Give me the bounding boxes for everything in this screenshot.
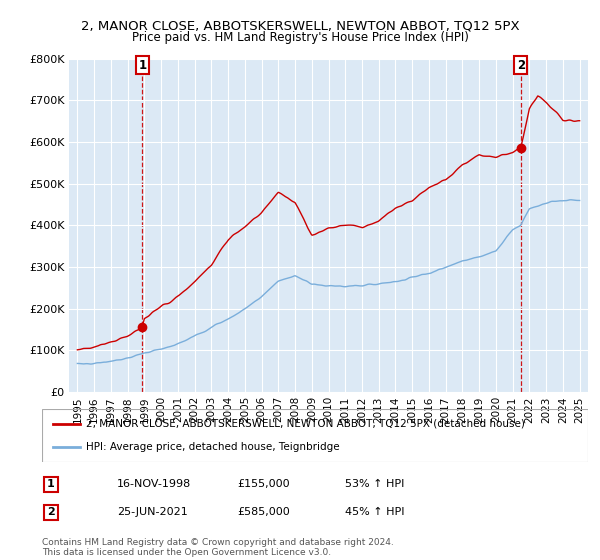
Text: 2: 2	[517, 59, 525, 72]
Text: 53% ↑ HPI: 53% ↑ HPI	[345, 479, 404, 489]
Text: 1: 1	[47, 479, 55, 489]
Text: Price paid vs. HM Land Registry's House Price Index (HPI): Price paid vs. HM Land Registry's House …	[131, 31, 469, 44]
Text: Contains HM Land Registry data © Crown copyright and database right 2024.
This d: Contains HM Land Registry data © Crown c…	[42, 538, 394, 557]
Text: 2, MANOR CLOSE, ABBOTSKERSWELL, NEWTON ABBOT, TQ12 5PX: 2, MANOR CLOSE, ABBOTSKERSWELL, NEWTON A…	[80, 20, 520, 32]
Text: 45% ↑ HPI: 45% ↑ HPI	[345, 507, 404, 517]
Text: £155,000: £155,000	[237, 479, 290, 489]
Text: £585,000: £585,000	[237, 507, 290, 517]
Text: 2: 2	[47, 507, 55, 517]
Text: 25-JUN-2021: 25-JUN-2021	[117, 507, 188, 517]
Text: 16-NOV-1998: 16-NOV-1998	[117, 479, 191, 489]
Text: 2, MANOR CLOSE, ABBOTSKERSWELL, NEWTON ABBOT, TQ12 5PX (detached house): 2, MANOR CLOSE, ABBOTSKERSWELL, NEWTON A…	[86, 419, 524, 429]
Text: HPI: Average price, detached house, Teignbridge: HPI: Average price, detached house, Teig…	[86, 442, 340, 452]
Text: 1: 1	[138, 59, 146, 72]
